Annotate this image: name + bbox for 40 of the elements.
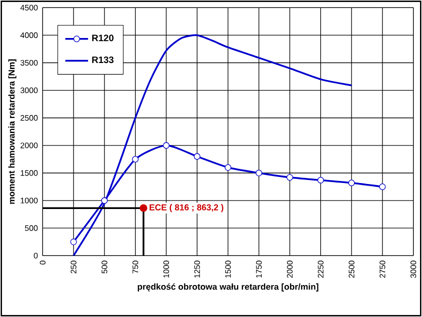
x-tick-label: 2500	[348, 260, 354, 278]
x-tick-label: 500	[102, 260, 108, 274]
x-tick-label: 3000	[410, 260, 416, 278]
y-tick-label: 0	[34, 252, 38, 258]
x-tick-label: 0	[40, 260, 46, 264]
y-tick-label: 1500	[20, 170, 38, 176]
x-tick-label: 2250	[318, 260, 324, 278]
point	[379, 184, 386, 190]
y-tick-label: 2000	[20, 142, 38, 148]
x-tick-label: 1250	[194, 260, 200, 278]
point	[162, 142, 170, 149]
x-tick-label: 750	[132, 260, 138, 274]
point	[140, 204, 148, 212]
point	[101, 197, 108, 204]
annotation: ECE ( 816 ; 863,2 )	[150, 204, 224, 212]
y-tick-label: 3000	[20, 87, 38, 94]
y-tick-label: 1000	[20, 198, 38, 204]
point	[224, 164, 232, 171]
legend-label: R133	[92, 56, 114, 64]
x-tick-label: 1750	[256, 260, 262, 278]
y-tick-label: 4500	[20, 4, 38, 10]
x-tick-label: 1000	[163, 260, 170, 278]
x-tick-label: 2750	[380, 260, 386, 278]
point	[70, 238, 77, 246]
x-tick-label: 2000	[286, 260, 293, 278]
y-tick-label: 500	[24, 225, 38, 231]
y-tick-label: 2500	[20, 115, 38, 121]
y-axis-title: moment hamowania retardera [Nm]	[8, 59, 16, 204]
point	[286, 174, 294, 181]
point	[348, 180, 355, 186]
point	[132, 156, 139, 162]
point	[256, 170, 262, 176]
point	[317, 176, 324, 184]
y-tick-label: 3500	[20, 60, 38, 66]
legend-label: R120	[92, 34, 114, 42]
y-tick-label: 4000	[20, 32, 38, 38]
x-tick-label: 1500	[225, 260, 231, 278]
point	[194, 153, 200, 160]
x-tick-label: 250	[70, 260, 76, 274]
x-axis-title: prędkość obrotowa wału retardera [obr/min]	[138, 283, 318, 292]
